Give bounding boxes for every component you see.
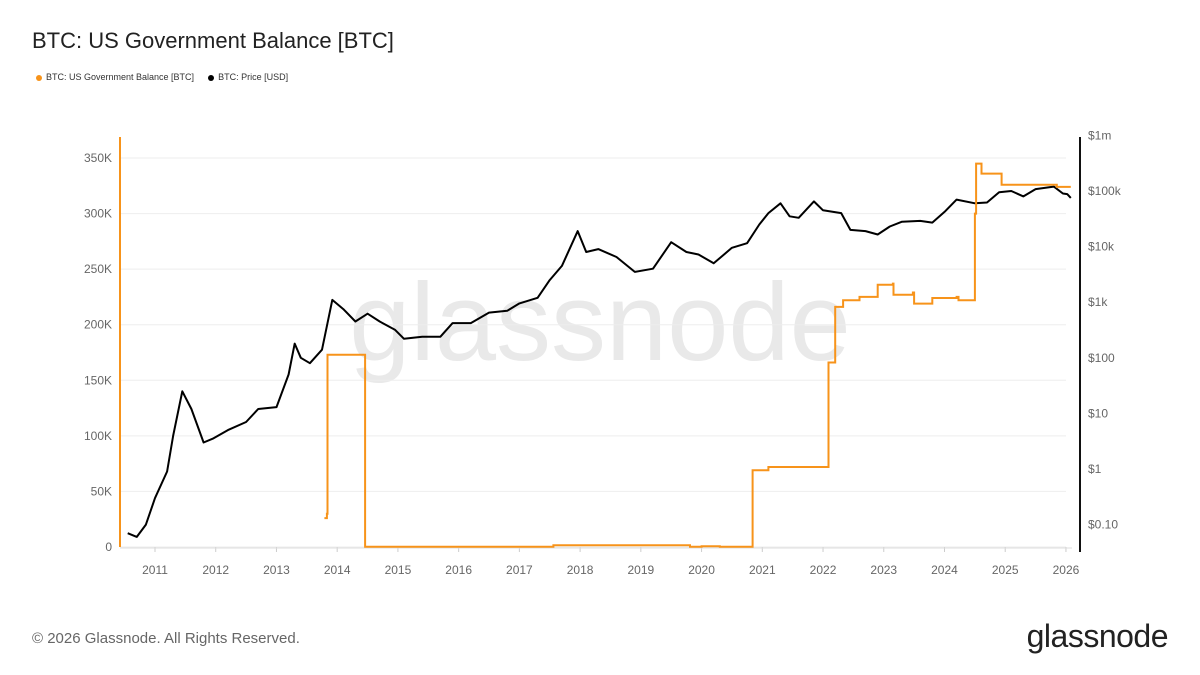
watermark: glassnode [349, 261, 851, 384]
legend-item-balance[interactable]: BTC: US Government Balance [BTC] [36, 72, 194, 82]
y-left-tick-label: 200K [84, 318, 112, 332]
x-tick-label: 2017 [506, 563, 533, 577]
y-left-tick-label: 250K [84, 262, 112, 276]
y-left-tick-label: 100K [84, 429, 112, 443]
legend-dot-black-icon [208, 74, 215, 81]
y-left-tick-label: 0 [105, 540, 112, 554]
x-tick-label: 2022 [810, 563, 837, 577]
x-tick-label: 2023 [870, 563, 897, 577]
y-right-tick-label: $100k [1088, 184, 1122, 198]
y-right-tick-label: $1k [1088, 295, 1108, 309]
copyright: © 2026 Glassnode. All Rights Reserved. [32, 630, 300, 647]
y-right-tick-label: $10k [1088, 240, 1115, 254]
x-tick-label: 2018 [567, 563, 594, 577]
x-tick-label: 2012 [202, 563, 229, 577]
x-tick-label: 2025 [992, 563, 1019, 577]
legend-dot-orange-icon [36, 74, 42, 81]
chart-title: BTC: US Government Balance [BTC] [32, 28, 394, 53]
legend: BTC: US Government Balance [BTC] BTC: Pr… [36, 72, 288, 82]
y-right-tick-label: $0.10 [1088, 518, 1118, 532]
y-left-tick-label: 350K [84, 151, 112, 165]
x-tick-label: 2013 [263, 563, 290, 577]
y-left-tick-label: 300K [84, 207, 112, 221]
glassnode-logo: glassnode [1026, 618, 1169, 654]
balance-line [324, 162, 1071, 548]
x-tick-label: 2016 [445, 563, 472, 577]
price-line [127, 185, 1072, 538]
x-tick-label: 2024 [931, 563, 958, 577]
x-tick-label: 2020 [688, 563, 715, 577]
legend-item-price[interactable]: BTC: Price [USD] [208, 72, 288, 82]
x-tick-label: 2011 [142, 563, 168, 577]
x-tick-label: 2021 [749, 563, 776, 577]
y-right-tick-label: $1 [1088, 462, 1102, 476]
y-left-tick-label: 50K [91, 484, 112, 498]
x-tick-label: 2014 [324, 563, 351, 577]
x-tick-label: 2019 [627, 563, 654, 577]
x-tick-label: 2015 [385, 563, 412, 577]
x-tick-label: 2026 [1053, 563, 1080, 577]
y-right-tick-label: $100 [1088, 351, 1115, 365]
y-right-tick-label: $10 [1088, 406, 1108, 420]
y-right-tick-label: $1m [1088, 128, 1111, 142]
legend-label: BTC: US Government Balance [BTC] [46, 72, 195, 82]
y-left-tick-label: 150K [84, 373, 112, 387]
legend-label: BTC: Price [USD] [218, 72, 289, 82]
